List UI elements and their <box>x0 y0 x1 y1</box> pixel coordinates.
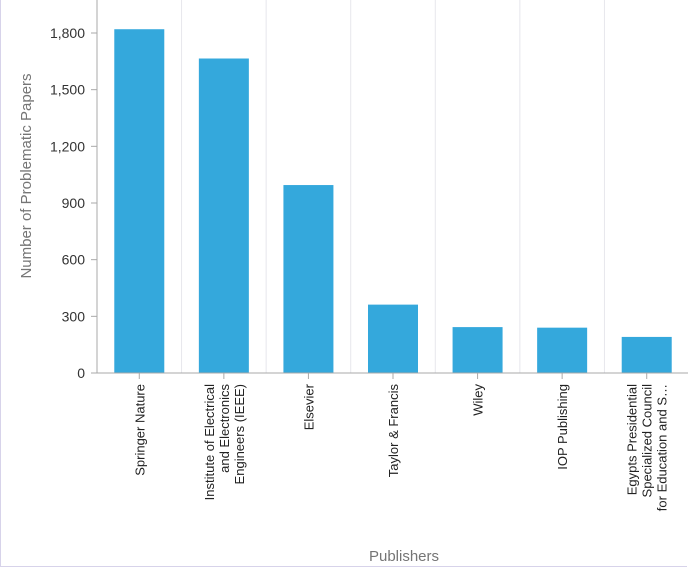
y-axis-ticks: 0 300 600 900 1,200 1,500 1,800 <box>50 25 97 381</box>
y-axis-title: Number of Problematic Papers <box>18 73 35 278</box>
bar[interactable] <box>368 304 418 373</box>
x-tick-label: Wiley <box>471 384 486 416</box>
bar[interactable] <box>452 327 503 373</box>
x-tick-label-line: Taylor & Francis <box>386 384 401 478</box>
x-axis-ticks: Springer Nature Institute of Electrical an… <box>132 373 670 511</box>
bar[interactable] <box>283 185 334 373</box>
x-tick-label-line: Elsevier <box>301 383 316 430</box>
x-tick-label-line: Wiley <box>471 384 486 416</box>
x-tick-label-line: for Education and S… <box>655 384 670 511</box>
x-tick-label-line: Springer Nature <box>132 384 147 476</box>
y-tick-label: 300 <box>62 308 86 324</box>
x-tick-label: Springer Nature <box>132 384 147 476</box>
x-tick-label-line: IOP Publishing <box>555 384 570 470</box>
y-tick-label: 600 <box>62 252 86 268</box>
bar[interactable] <box>537 327 588 373</box>
x-tick-label-line: Engineers (IEEE) <box>232 384 247 484</box>
y-tick-label: 1,200 <box>50 138 85 154</box>
y-tick-label: 1,500 <box>50 82 85 98</box>
y-tick-label: 1,800 <box>50 25 85 41</box>
bar[interactable] <box>198 58 249 374</box>
x-axis-title: Publishers <box>369 548 439 565</box>
grid-lines <box>96 0 605 373</box>
bar[interactable] <box>114 29 165 373</box>
x-tick-label-line: Specialized Council <box>640 384 655 498</box>
x-tick-label: Egypts Presidential Specialized Council fo… <box>625 384 670 511</box>
bar[interactable] <box>621 336 672 373</box>
x-tick-label-line: Egypts Presidential <box>625 384 640 495</box>
x-tick-label: IOP Publishing <box>555 384 570 470</box>
x-tick-label: Taylor & Francis <box>386 384 401 478</box>
y-tick-label: 0 <box>77 365 85 381</box>
x-tick-label: Elsevier <box>301 383 316 430</box>
x-tick-label-line: Institute of Electrical <box>202 384 217 500</box>
bars <box>114 29 672 374</box>
x-tick-label: Institute of Electrical and Electronics En… <box>202 384 247 501</box>
y-tick-label: 900 <box>62 195 86 211</box>
x-tick-label-line: and Electronics <box>217 384 232 473</box>
